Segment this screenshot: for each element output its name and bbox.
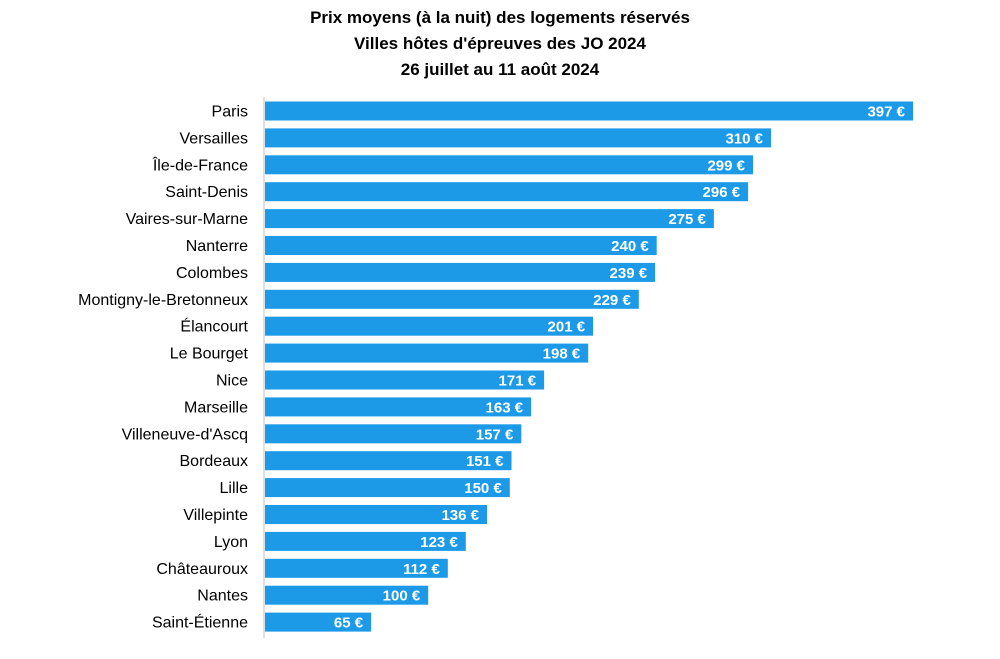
category-label: Vaires-sur-Marne [126,211,249,228]
value-label: 229 € [593,292,631,309]
category-label: Villeneuve-d'Ascq [122,426,248,443]
category-label: Paris [212,104,248,121]
chart-title-line-2: Villes hôtes d'épreuves des JO 2024 [354,34,646,53]
bar [265,397,532,417]
category-label: Nice [216,373,248,390]
category-label: Saint-Denis [165,184,248,201]
category-label: Châteauroux [156,561,248,578]
bar [265,182,749,202]
value-label: 201 € [548,319,586,336]
value-label: 150 € [464,480,502,497]
bar [265,289,639,309]
value-label: 299 € [707,157,745,174]
bar [265,236,657,255]
category-label: Villepinte [183,507,248,524]
bar [265,612,372,632]
bar [265,478,510,498]
bar [265,343,589,363]
category-label: Lille [220,480,249,497]
value-label: 65 € [334,615,364,632]
category-label: Nanterre [186,238,248,255]
bar [265,370,545,390]
category-label: Lyon [214,534,248,551]
value-label: 310 € [725,130,763,147]
bar [265,558,448,578]
bar [265,262,656,282]
value-label: 163 € [486,399,524,416]
value-label: 296 € [703,184,741,201]
category-label: Colombes [176,265,248,282]
value-label: 157 € [476,426,514,443]
bar [265,128,771,148]
chart-title-line-1: Prix moyens (à la nuit) des logements ré… [310,8,690,27]
category-label: Saint-Étienne [152,613,248,632]
bar [265,209,714,229]
bar [265,531,466,551]
bar [265,505,487,524]
bar [265,316,594,336]
value-label: 123 € [420,534,458,551]
bar [265,451,512,471]
category-label: Le Bourget [170,346,249,363]
value-label: 275 € [668,211,706,228]
category-label: Île-de-France [152,155,248,174]
value-label: 100 € [383,588,421,605]
value-label: 397 € [867,104,905,121]
bar [265,155,753,175]
value-label: 240 € [611,238,649,255]
category-label: Versailles [180,130,248,147]
value-label: 239 € [610,265,648,282]
chart-title-line-3: 26 juillet au 11 août 2024 [400,60,600,79]
category-label: Nantes [197,588,248,605]
category-label: Bordeaux [180,453,249,470]
value-label: 136 € [441,507,479,524]
bar [265,585,429,605]
value-label: 171 € [499,373,537,390]
value-label: 198 € [543,346,581,363]
category-label: Montigny-le-Bretonneux [78,292,248,309]
category-label: Marseille [184,399,248,416]
bar [265,101,913,121]
value-label: 151 € [466,453,504,470]
bar [265,424,522,444]
value-label: 112 € [403,561,440,578]
category-label: Élancourt [180,317,248,336]
